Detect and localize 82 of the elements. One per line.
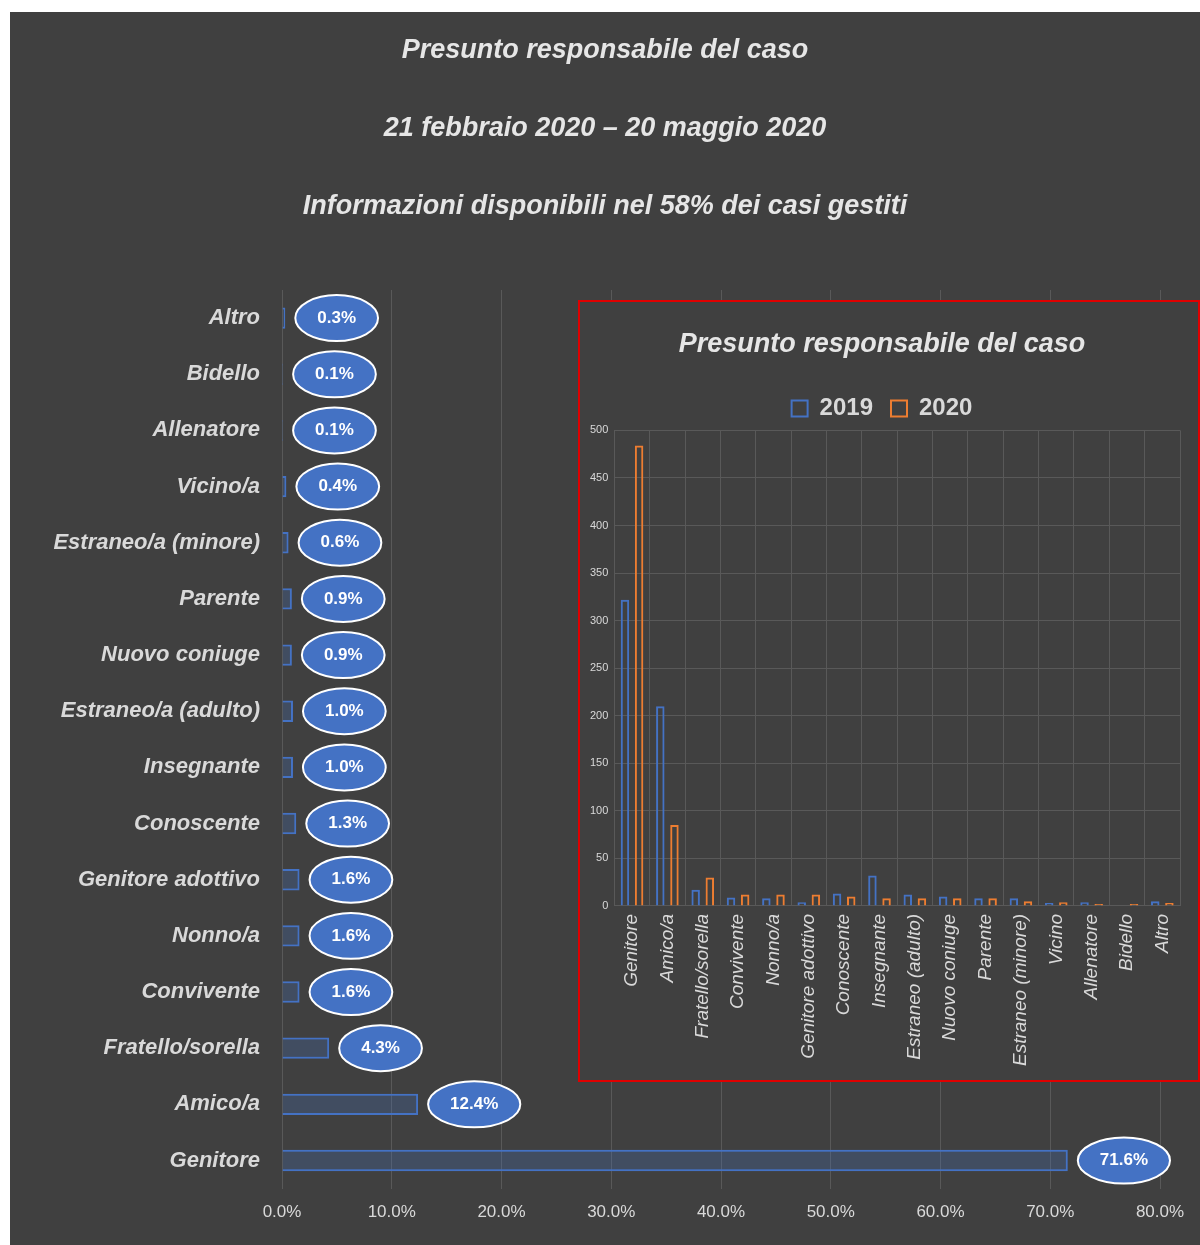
bar (282, 869, 300, 891)
data-label: 1.3% (328, 813, 368, 833)
y-tick-label: Parente (179, 584, 260, 610)
data-label: 1.0% (324, 700, 364, 720)
y-tick-label: Altro (207, 304, 260, 330)
data-label: 0.4% (318, 476, 358, 496)
y-tick-label: 150 (589, 756, 609, 769)
data-label: 12.4% (450, 1094, 499, 1114)
bar (282, 532, 289, 554)
x-tick-label: Nonno/a (761, 913, 783, 986)
y-tick-label: Genitore adottivo (77, 865, 260, 891)
x-tick-label: Vicino (1044, 913, 1066, 966)
y-tick-label: Allenatore (151, 416, 260, 442)
data-label: 71.6% (1099, 1150, 1149, 1170)
data-label: 0.3% (317, 307, 357, 327)
y-tick-label: 250 (589, 661, 609, 674)
y-tick-label: 350 (589, 566, 609, 579)
x-tick-label: Convivente (726, 913, 748, 1010)
y-tick-label: Estraneo/a (adulto) (60, 697, 260, 723)
x-tick-label: Estraneo (minore) (1009, 913, 1031, 1067)
x-tick-label: 40.0% (696, 1202, 746, 1222)
legend-label: 2019 (819, 393, 873, 421)
x-tick-label: Nuovo coniuge (938, 913, 960, 1041)
x-tick-label: Amico/a (655, 913, 677, 984)
x-tick-label: 0.0% (262, 1202, 302, 1222)
x-tick-label: Bidello (1115, 913, 1137, 971)
y-tick-label: Vicino/a (176, 472, 260, 498)
bar (282, 981, 300, 1003)
x-tick-label: 50.0% (806, 1202, 855, 1222)
x-tick-label: Estraneo (adulto) (903, 913, 925, 1060)
bar (282, 644, 292, 666)
y-tick-label: 400 (589, 518, 609, 531)
y-tick-label: 450 (589, 470, 609, 483)
y-tick-label: 50 (596, 851, 609, 864)
data-label: 0.1% (315, 363, 354, 383)
y-tick-label: Conoscente (134, 809, 260, 835)
chart-subtitle: 21 febbraio 2020 – 20 maggio 2020 (382, 112, 828, 143)
x-tick-label: 80.0% (1135, 1202, 1185, 1222)
y-tick-label: 500 (589, 423, 609, 436)
y-tick-label: 0 (602, 898, 609, 911)
x-tick-label: 30.0% (587, 1202, 636, 1222)
data-label: 0.1% (315, 420, 354, 440)
chart-title: Presunto responsabile del caso (400, 34, 810, 65)
x-tick-label: Parente (973, 913, 995, 981)
chart-title: Presunto responsabile del caso (678, 327, 1086, 358)
data-label: 1.6% (331, 981, 371, 1001)
data-label: 0.9% (323, 644, 363, 664)
x-tick-label: Genitore adottivo (797, 913, 819, 1059)
data-label: 0.9% (323, 588, 363, 608)
bar (282, 812, 297, 835)
y-tick-label: 200 (589, 708, 609, 721)
x-tick-label: 20.0% (477, 1202, 526, 1222)
bar (282, 756, 293, 779)
text: Informazioni disponibili nel 58% dei casi gestiti (301, 190, 909, 221)
data-label: 1.0% (324, 757, 364, 777)
y-tick-label: 100 (589, 803, 609, 816)
legend-label: 2020 (919, 393, 973, 421)
x-tick-label: Fratello/sorella (691, 913, 713, 1039)
x-tick-label: Altro (1150, 913, 1172, 955)
y-tick-label: Nuovo coniuge (101, 641, 260, 667)
y-tick-label: Bidello (186, 360, 260, 386)
y-tick-label: Insegnante (143, 753, 260, 779)
x-tick-label: Conoscente (832, 913, 854, 1016)
y-tick-label: 300 (589, 613, 609, 626)
x-tick-label: Allenatore (1079, 913, 1101, 1001)
x-tick-label: Insegnante (867, 913, 889, 1008)
bar (282, 1093, 419, 1116)
y-tick-label: Amico/a (173, 1090, 260, 1116)
bar (282, 925, 300, 947)
bar (282, 1037, 330, 1059)
x-tick-label: 70.0% (1026, 1202, 1075, 1222)
y-tick-label: Genitore (169, 1146, 260, 1172)
bar (282, 1149, 1068, 1172)
bar (282, 588, 292, 610)
x-tick-label: 10.0% (367, 1202, 416, 1222)
x-tick-label: 60.0% (916, 1202, 965, 1222)
y-tick-label: Estraneo/a (minore) (53, 528, 260, 554)
data-label: 4.3% (361, 1037, 400, 1057)
data-label: 0.6% (320, 532, 360, 552)
bar (282, 700, 293, 722)
data-label: 1.6% (331, 925, 371, 945)
data-label: 1.6% (331, 869, 371, 889)
